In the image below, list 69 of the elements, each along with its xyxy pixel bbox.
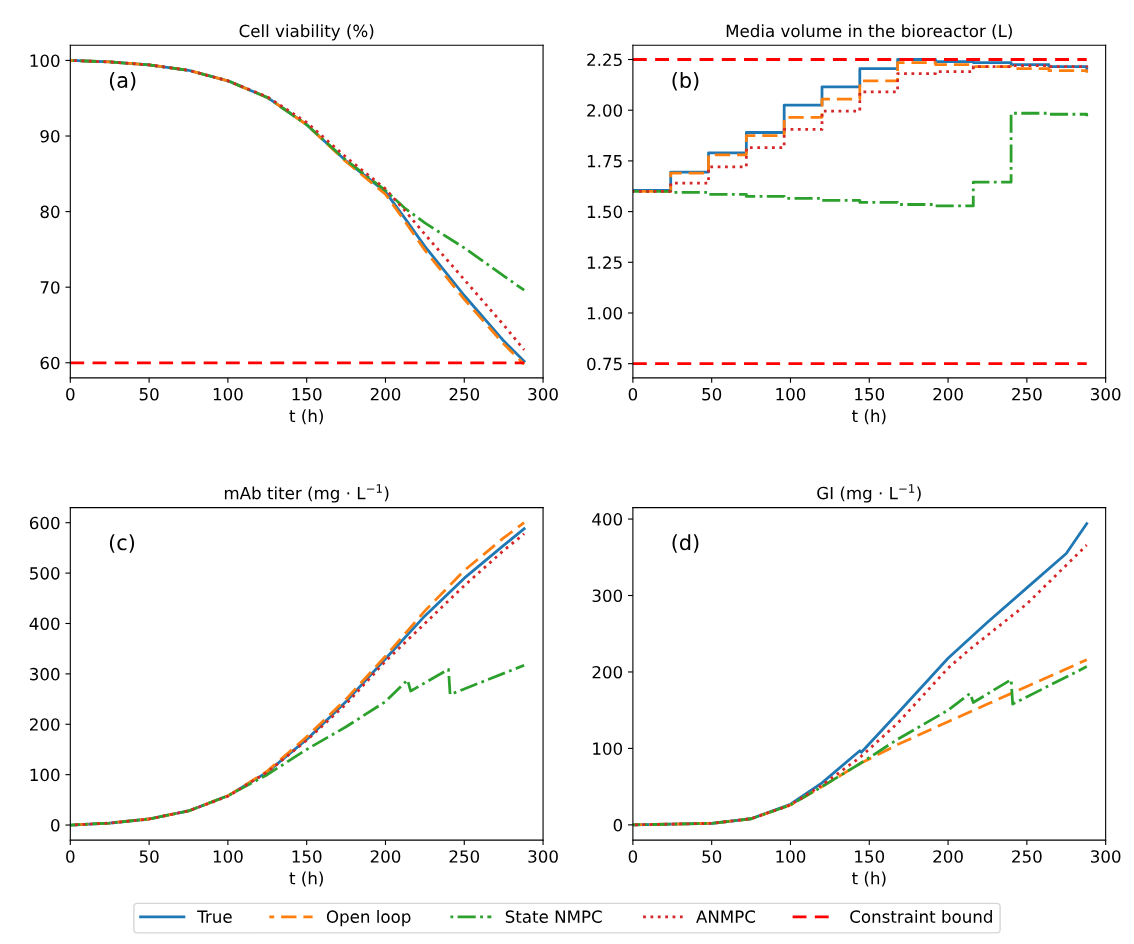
- chart-title: mAb titer (mg · L$^{−1}$): [224, 484, 389, 503]
- x-tick-label: 200: [933, 850, 963, 863]
- x-tick-label: 50: [139, 387, 159, 401]
- x-tick-label: 50: [139, 850, 159, 863]
- y-tick-label: 80: [40, 205, 60, 219]
- legend-label: State NMPC: [505, 910, 602, 923]
- y-tick-label: 200: [592, 665, 623, 679]
- x-tick-label: 0: [66, 850, 75, 863]
- legend-label: True: [197, 910, 232, 923]
- x-tick-label: 200: [933, 387, 963, 401]
- x-axis-title: t (h): [289, 871, 323, 887]
- y-tick-label: 300: [30, 667, 60, 681]
- x-tick-label: 250: [1012, 387, 1042, 401]
- y-tick-label: 300: [592, 589, 623, 603]
- chart-title: Cell viability (%): [239, 24, 374, 41]
- x-axis-title: t (h): [852, 409, 886, 425]
- x-tick-label: 300: [1091, 387, 1121, 401]
- x-tick-label: 50: [702, 850, 722, 863]
- annotation: (a): [109, 71, 136, 91]
- y-tick-label: 1.75: [587, 155, 622, 168]
- y-tick-label: 100: [593, 742, 623, 755]
- x-tick-label: 250: [449, 387, 480, 401]
- y-tick-label: 600: [29, 516, 60, 530]
- y-tick-label: 200: [29, 718, 60, 731]
- chart-title: Media volume in the bioreactor (L): [726, 24, 1012, 40]
- x-tick-label: 0: [628, 850, 638, 863]
- x-tick-label: 300: [528, 850, 558, 863]
- x-tick-label: 100: [776, 850, 806, 863]
- legend-label: Constraint bound: [850, 910, 992, 923]
- x-tick-label: 250: [1012, 850, 1042, 863]
- x-tick-label: 300: [1091, 850, 1121, 863]
- chart-title: GI (mg · L$^{−1}$): [817, 484, 921, 503]
- y-tick-label: 1.25: [587, 256, 622, 269]
- x-tick-label: 150: [292, 850, 322, 863]
- y-tick-label: 400: [29, 617, 60, 631]
- x-tick-label: 150: [855, 387, 885, 401]
- y-tick-label: 400: [592, 513, 623, 526]
- y-tick-label: 1.00: [587, 306, 623, 320]
- y-tick-label: 100: [30, 768, 60, 782]
- x-tick-label: 250: [449, 850, 480, 863]
- x-tick-label: 100: [776, 387, 806, 401]
- y-tick-label: 100: [30, 54, 60, 67]
- y-tick-label: 2.00: [587, 104, 623, 117]
- y-tick-label: 2.25: [587, 53, 622, 67]
- y-tick-label: 0: [613, 818, 623, 832]
- y-tick-label: 60: [40, 356, 60, 370]
- x-axis-title: t (h): [289, 409, 323, 425]
- y-tick-label: 1.50: [587, 205, 623, 219]
- y-tick-label: 500: [30, 567, 60, 580]
- y-tick-label: 0: [51, 819, 60, 832]
- y-tick-label: 90: [40, 129, 60, 143]
- x-tick-label: 200: [370, 850, 401, 863]
- x-tick-label: 150: [292, 387, 322, 401]
- x-tick-label: 150: [855, 850, 885, 863]
- x-tick-label: 0: [628, 387, 638, 401]
- x-tick-label: 300: [528, 387, 558, 401]
- x-tick-label: 50: [702, 387, 722, 401]
- legend-label: ANMPC: [696, 910, 756, 923]
- annotation: (b): [672, 71, 699, 91]
- annotation: (c): [109, 534, 135, 553]
- x-tick-label: 0: [66, 387, 75, 401]
- y-tick-label: 70: [40, 281, 60, 294]
- x-axis-title: t (h): [852, 871, 886, 887]
- x-tick-label: 100: [213, 850, 243, 863]
- legend-label: Open loop: [326, 910, 411, 927]
- annotation: (d): [672, 534, 699, 553]
- x-tick-label: 100: [213, 387, 243, 401]
- x-tick-label: 200: [370, 387, 401, 401]
- y-tick-label: 0.75: [587, 357, 622, 371]
